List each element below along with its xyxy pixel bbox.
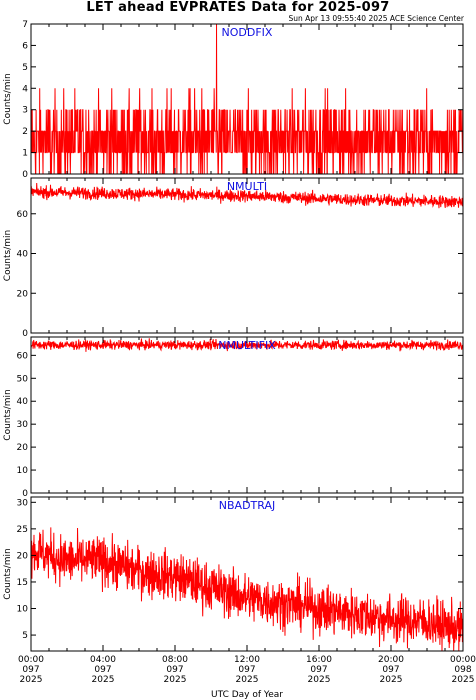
- x-tick-label-year: 2025: [164, 675, 187, 685]
- series-line-nbadtraj: [30, 527, 464, 652]
- x-tick-label-year: 2025: [452, 675, 475, 685]
- y-tick-label: 5: [22, 631, 28, 641]
- y-axis-label: Counts/min: [3, 389, 13, 440]
- timestamp: Sun Apr 13 09:55:40 2025 ACE Science Cen…: [288, 14, 464, 23]
- y-tick-label: 10: [17, 605, 29, 615]
- plot-frame: [30, 336, 464, 494]
- y-tick-label: 0: [22, 329, 28, 339]
- x-tick-label-time: 20:00: [378, 655, 404, 665]
- x-tick-label-year: 2025: [380, 675, 403, 685]
- x-tick-label-year: 2025: [236, 675, 259, 685]
- x-tick-label-year: 2025: [20, 675, 43, 685]
- y-tick-label: 1: [22, 149, 28, 159]
- page-title: LET ahead EVPRATES Data for 2025-097: [86, 0, 390, 15]
- y-tick-label: 7: [22, 20, 28, 30]
- panel-title-nmultifix: NMULTIFIX: [218, 339, 276, 352]
- y-tick-label: 4: [22, 84, 28, 94]
- x-tick-label-time: 04:00: [90, 655, 116, 665]
- panel-title-nbadtraj: NBADTRAJ: [219, 499, 275, 512]
- y-tick-label: 30: [17, 498, 29, 508]
- y-tick-label: 20: [17, 551, 29, 561]
- y-tick-label: 50: [17, 374, 29, 384]
- y-tick-label: 40: [17, 250, 29, 260]
- series-line-nmultifix: [30, 338, 464, 352]
- y-axis-label: Counts/min: [3, 548, 13, 599]
- y-tick-label: 60: [17, 210, 29, 220]
- y-tick-label: 25: [17, 525, 28, 535]
- x-tick-label-year: 2025: [308, 675, 331, 685]
- x-tick-label-day: 097: [238, 665, 255, 675]
- x-tick-label-time: 08:00: [162, 655, 188, 665]
- y-tick-label: 2: [22, 127, 28, 137]
- x-tick-label-year: 2025: [92, 675, 115, 685]
- y-tick-label: 15: [17, 578, 28, 588]
- y-tick-label: 20: [17, 289, 29, 299]
- series-line-noddfix: [30, 23, 464, 175]
- x-tick-label-day: 098: [454, 665, 471, 675]
- y-axis-label: Counts/min: [3, 230, 13, 281]
- x-tick-label-time: 00:00: [18, 655, 44, 665]
- x-tick-label-time: 16:00: [306, 655, 332, 665]
- panel-title-nmulti: NMULTI: [227, 180, 267, 193]
- y-tick-label: 60: [17, 351, 29, 361]
- y-tick-label: 3: [22, 106, 28, 116]
- x-axis-label: UTC Day of Year: [211, 690, 283, 700]
- x-tick-label-day: 097: [22, 665, 39, 675]
- x-tick-label-day: 097: [310, 665, 327, 675]
- y-tick-label: 40: [17, 397, 29, 407]
- y-tick-label: 0: [22, 170, 28, 180]
- y-tick-label: 10: [17, 466, 29, 476]
- y-tick-label: 20: [17, 443, 29, 453]
- x-tick-label-day: 097: [94, 665, 111, 675]
- x-tick-label-time: 00:00: [450, 655, 476, 665]
- y-axis-label: Counts/min: [3, 73, 13, 124]
- x-tick-label-day: 097: [166, 665, 183, 675]
- y-tick-label: 0: [22, 489, 28, 499]
- x-tick-label-day: 097: [382, 665, 399, 675]
- panel-title-noddfix: NODDFIX: [222, 26, 273, 39]
- series-line-nmulti: [30, 182, 464, 209]
- y-tick-label: 6: [22, 41, 28, 51]
- y-tick-label: 5: [22, 63, 28, 73]
- y-tick-label: 30: [17, 420, 29, 430]
- x-tick-label-time: 12:00: [234, 655, 260, 665]
